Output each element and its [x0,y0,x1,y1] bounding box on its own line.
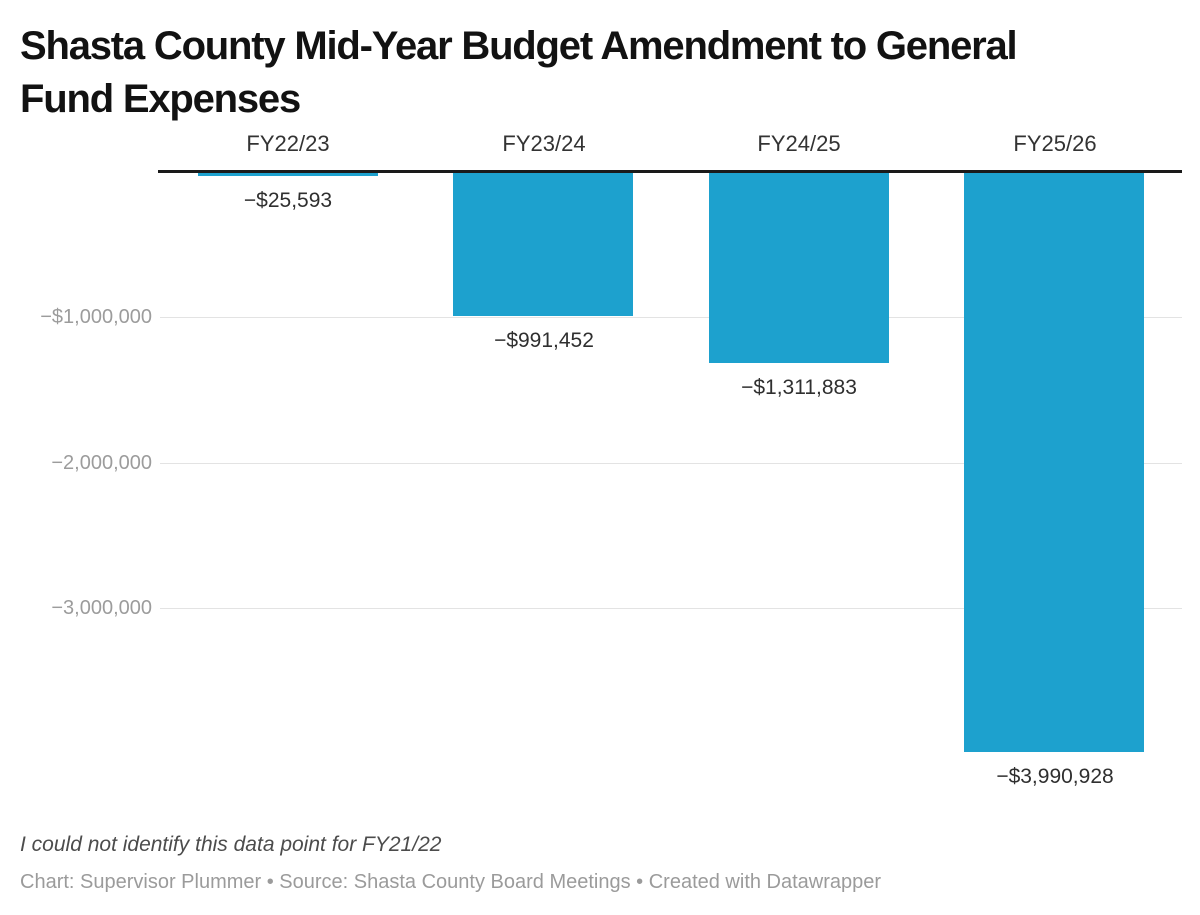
chart-title-line-1: Shasta County Mid-Year Budget Amendment … [20,24,1018,68]
gridline-1 [160,317,1182,318]
gridline-3 [160,608,1182,609]
zero-baseline [158,170,1182,173]
chart-attribution: Chart: Supervisor Plummer • Source: Shas… [20,871,882,893]
value-label-fy23-24: −$991,452 [494,329,594,352]
value-label-fy25-26: −$3,990,928 [996,765,1114,788]
category-label-fy24-25: FY24/25 [757,131,841,156]
category-label-fy23-24: FY23/24 [502,131,586,156]
bar-fy24-25 [709,172,889,363]
category-label-fy25-26: FY25/26 [1013,131,1097,156]
value-label-fy24-25: −$1,311,883 [741,376,857,399]
bar-fy22-23 [198,172,378,176]
chart-title-line-2: Fund Expenses [20,77,301,121]
category-label-fy22-23: FY22/23 [246,131,330,156]
chart-note: I could not identify this data point for… [20,833,442,856]
y-axis-tick-label: −2,000,000 [51,452,152,474]
chart-title: Shasta County Mid-Year Budget Amendment … [20,20,1185,126]
value-label-fy22-23: −$25,593 [243,189,333,212]
y-axis-tick-label: −3,000,000 [51,597,152,619]
gridline-2 [160,463,1182,464]
bar-fy25-26 [964,172,1144,752]
y-axis-tick-label: −$1,000,000 [40,306,152,328]
bar-fy23-24 [453,172,633,316]
